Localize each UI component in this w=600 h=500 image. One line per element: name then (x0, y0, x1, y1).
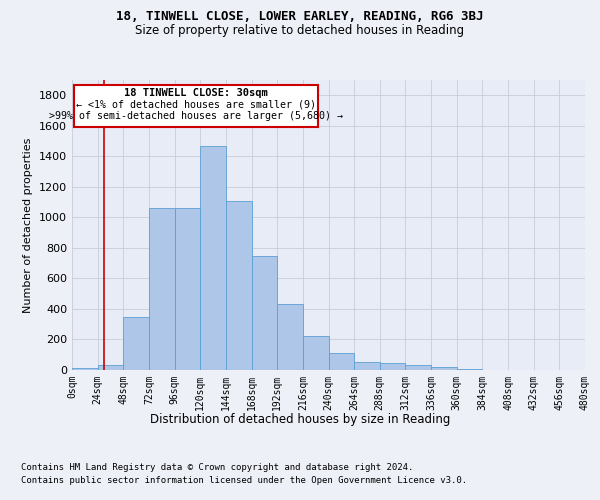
Bar (175, 208, 200, 370)
Text: 18, TINWELL CLOSE, LOWER EARLEY, READING, RG6 3BJ: 18, TINWELL CLOSE, LOWER EARLEY, READING… (116, 10, 484, 23)
Y-axis label: Number of detached properties: Number of detached properties (23, 138, 34, 312)
Bar (72, 368, 98, 370)
Text: ← <1% of detached houses are smaller (9): ← <1% of detached houses are smaller (9) (76, 100, 316, 110)
Bar (149, 208, 175, 370)
Bar (98, 366, 124, 370)
Bar (380, 363, 406, 370)
Bar (406, 366, 431, 370)
Text: Contains HM Land Registry data © Crown copyright and database right 2024.: Contains HM Land Registry data © Crown c… (21, 462, 413, 471)
Text: >99% of semi-detached houses are larger (5,680) →: >99% of semi-detached houses are larger … (49, 112, 343, 122)
Bar (124, 316, 149, 370)
Text: Size of property relative to detached houses in Reading: Size of property relative to detached ho… (136, 24, 464, 37)
Bar (226, 200, 251, 370)
FancyBboxPatch shape (74, 86, 318, 128)
Bar (251, 256, 277, 370)
Bar (303, 336, 329, 370)
Bar (200, 146, 226, 370)
Bar (457, 369, 482, 370)
Bar (354, 362, 380, 370)
Bar (431, 367, 457, 370)
Bar (277, 304, 303, 370)
Text: Contains public sector information licensed under the Open Government Licence v3: Contains public sector information licen… (21, 476, 467, 485)
Bar (329, 353, 354, 370)
Text: Distribution of detached houses by size in Reading: Distribution of detached houses by size … (150, 412, 450, 426)
Text: 18 TINWELL CLOSE: 30sqm: 18 TINWELL CLOSE: 30sqm (124, 88, 268, 99)
